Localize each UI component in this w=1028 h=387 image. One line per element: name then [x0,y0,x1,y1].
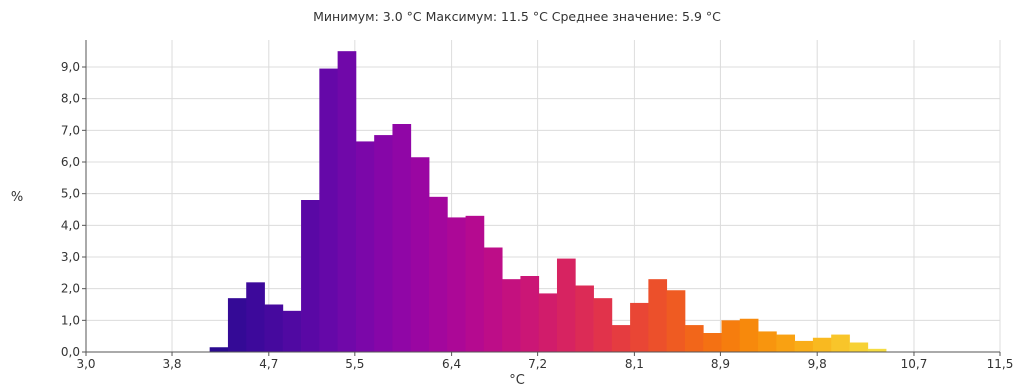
histogram-bar-19 [556,258,576,352]
x-tick-label: 3,8 [162,357,181,371]
histogram-bar-34 [831,334,850,352]
histogram-bar-15 [483,247,503,352]
x-tick-label: 9,8 [808,357,827,371]
histogram-bar-31 [776,334,796,352]
histogram-bar-30 [758,331,777,352]
chart-title: Минимум: 3.0 °C Максимум: 11.5 °C Средне… [313,9,721,24]
x-tick-label: 10,7 [901,357,928,371]
histogram-bar-10 [392,124,412,352]
histogram-bar-22 [611,325,631,352]
histogram-bar-8 [355,141,375,352]
histogram-bar-20 [575,285,594,352]
y-tick-label: 0,0 [61,345,80,359]
y-tick-label: 8,0 [61,92,80,106]
y-tick-label: 5,0 [61,187,80,201]
x-tick-label: 3,0 [76,357,95,371]
histogram-bar-16 [502,279,521,352]
histogram-bar-2 [246,282,265,352]
y-tick-label: 3,0 [61,250,80,264]
y-axis-label: % [11,190,23,205]
histogram-bar-29 [739,318,759,352]
histogram-bar-21 [593,298,613,352]
histogram-bar-11 [410,157,430,352]
y-tick-label: 4,0 [61,218,80,232]
y-tick-label: 7,0 [61,123,80,137]
y-tick-label: 6,0 [61,155,80,169]
x-tick-label: 6,4 [442,357,461,371]
histogram-bar-13 [447,217,466,352]
y-tick-label: 1,0 [61,313,80,327]
y-tick-labels: 0,0 1,0 2,0 3,0 4,0 5,0 6,0 7,0 8,0 9,0 [61,60,80,359]
x-axis-label: °C [509,373,525,387]
x-tick-label: 7,2 [528,357,547,371]
histogram-bar-33 [812,337,832,352]
histogram-bar-12 [429,196,448,352]
histogram-bar-26 [684,325,704,352]
histogram-bar-28 [721,320,741,352]
histogram-bar-6 [319,68,339,352]
x-tick-labels: 3,0 3,8 4,7 5,5 6,4 7,2 8,1 8,9 9,8 10,7 11,5 [76,357,1013,371]
histogram-bar-32 [794,340,814,352]
histogram-bar-7 [337,51,357,353]
histogram-bar-14 [465,215,485,352]
x-tick-label: 4,7 [259,357,278,371]
x-tick-label: 8,1 [625,357,644,371]
histogram-bar-1 [227,298,247,352]
y-tick-label: 9,0 [61,60,80,74]
x-tick-label: 8,9 [711,357,730,371]
histogram-bar-0 [209,347,229,352]
histogram-bar-5 [301,200,320,352]
histogram-bar-18 [538,293,558,352]
histogram-bar-35 [849,342,869,352]
histogram-bar-24 [648,279,668,352]
histogram-bar-3 [264,304,284,352]
histogram-bar-23 [630,302,649,352]
bars [209,51,887,353]
histogram-bar-27 [703,333,722,352]
x-tick-label: 5,5 [345,357,364,371]
x-tick-label: 11,5 [987,357,1014,371]
histogram-bar-17 [520,276,540,352]
histogram-bar-4 [282,310,302,352]
histogram-bar-25 [666,290,686,352]
histogram-bar-9 [374,135,393,352]
axes [82,40,1001,356]
y-tick-label: 2,0 [61,282,80,296]
histogram-bar-36 [867,348,887,352]
